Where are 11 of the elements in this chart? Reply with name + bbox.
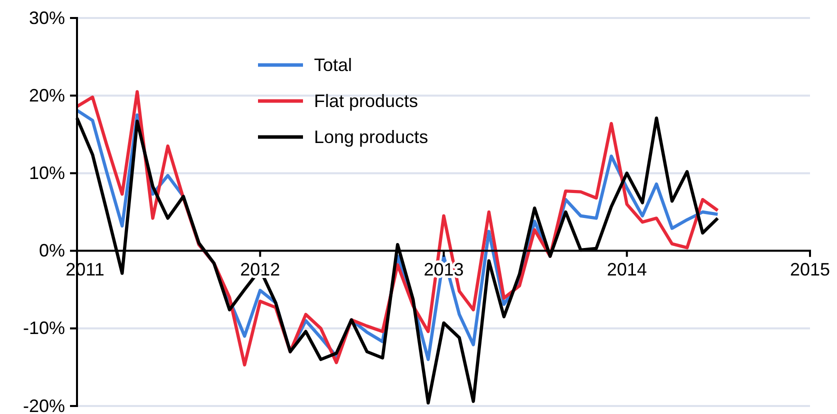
legend-label: Flat products [314,91,418,111]
y-tick-label: 0% [38,240,65,261]
y-tick-label: 20% [28,85,65,106]
y-tick-label: 30% [28,8,65,28]
x-tick-label: 2015 [790,260,830,280]
legend-label: Total [314,55,352,75]
y-tick-label: -10% [22,318,65,338]
legend-label: Long products [314,127,428,147]
x-tick-label: 2014 [606,260,647,280]
y-tick-label: -20% [22,396,65,414]
y-tick-label: 10% [28,162,65,183]
